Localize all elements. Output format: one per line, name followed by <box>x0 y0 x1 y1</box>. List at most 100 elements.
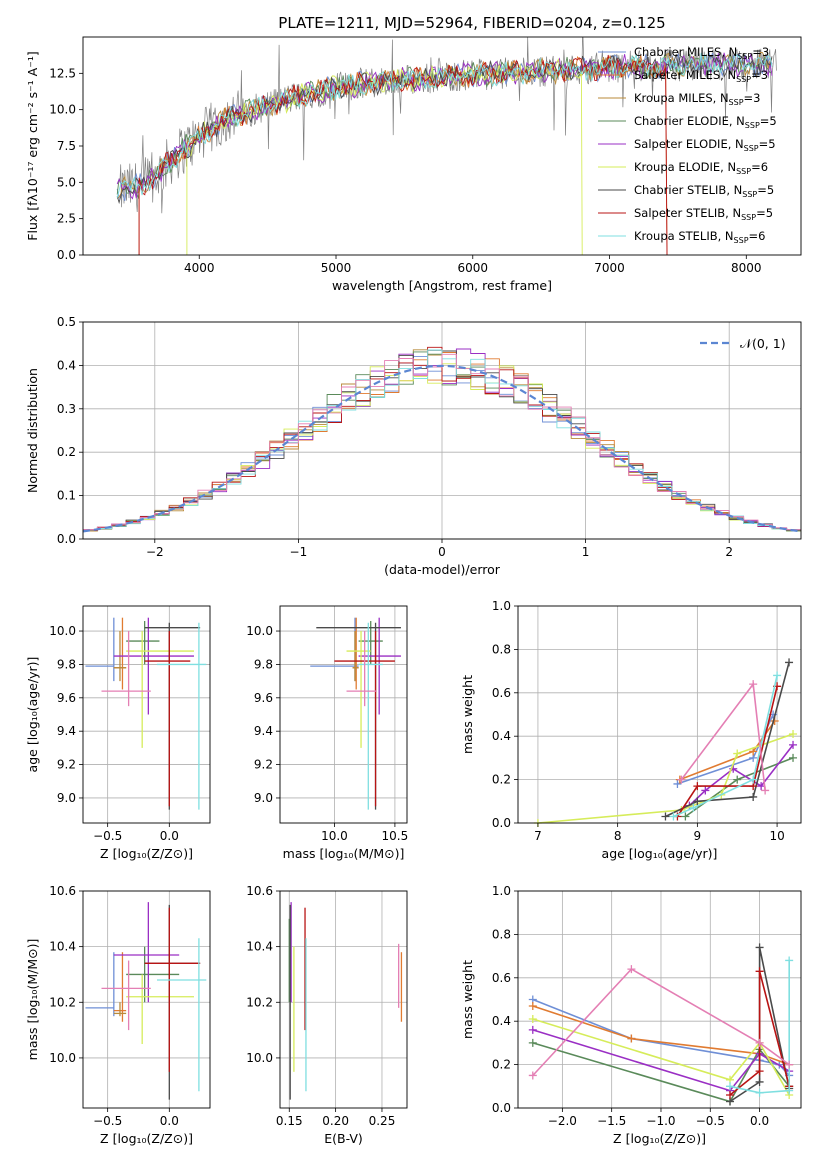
y-tick-label: 5.0 <box>57 175 76 189</box>
y-tick-label: 10.4 <box>49 940 76 954</box>
x-tick-label: 2 <box>725 545 733 559</box>
mass-weight-marker <box>689 803 698 812</box>
gaussian-curve <box>82 364 802 533</box>
mass-weight-marker <box>755 967 764 976</box>
mass-weight-marker <box>669 812 678 821</box>
y-tick-label: 2.5 <box>57 212 76 226</box>
mass-weight-marker <box>755 943 764 952</box>
x-axis-label: Z [log₁₀(Z/Z⊙)] <box>613 1131 706 1146</box>
mass-weight-line-kroupa-elodie <box>532 1018 790 1096</box>
x-tick-label: −2 <box>146 545 164 559</box>
y-tick-label: 10.6 <box>49 884 76 898</box>
x-tick-label: 10 <box>769 829 784 843</box>
y-tick-label: 10.0 <box>49 624 76 638</box>
x-tick-label: 7 <box>534 829 542 843</box>
x-tick-label: 4000 <box>184 261 215 275</box>
model-chabrier-stelib-line <box>116 52 773 205</box>
mass-weight-vs-age-panel: 7 8 9 10 0.0 0.2 0.4 0.6 0.8 1.0 age [log₁₀(age/yr… <box>460 599 802 861</box>
legend-label-gaussian: 𝒩(0, 1) <box>740 336 786 351</box>
x-axis-label: Z [log₁₀(Z/Z⊙)] <box>100 1131 193 1146</box>
y-tick-label: 9.4 <box>57 724 76 738</box>
x-tick-label: 6000 <box>457 261 488 275</box>
x-axis-label: age [log₁₀(age/yr)] <box>602 846 718 861</box>
mass-weight-marker <box>733 749 742 758</box>
mass-weight-marker <box>755 1038 764 1047</box>
x-tick-label: 0.0 <box>160 1114 179 1128</box>
x-tick-label: 1 <box>582 545 590 559</box>
mass-weight-marker <box>785 956 794 965</box>
y-tick-label: 9.6 <box>254 691 273 705</box>
mass-weight-marker <box>733 775 742 784</box>
y-axis-label: Normed distribution <box>25 368 40 493</box>
mass-vs-ebv-panel: 0.15 0.20 0.25 10.0 10.2 10.4 10.6 E(B-V) <box>246 884 408 1146</box>
axes-frame <box>517 890 802 1109</box>
x-tick-label: −1 <box>290 545 308 559</box>
mass-weight-marker <box>789 753 798 762</box>
y-tick-label: 0.0 <box>57 532 76 546</box>
x-tick-label: 0.0 <box>160 829 179 843</box>
mass-weight-vs-metallicity-panel: −2.0 −1.5 −1.0 −0.5 0.0 0.0 0.2 0.4 0.6 0.8 1.0 Z [… <box>460 884 802 1146</box>
y-tick-label: 10.2 <box>49 995 76 1009</box>
mass-weight-line-kroupa-stelib <box>673 675 778 818</box>
x-tick-label: 8 <box>614 829 622 843</box>
mass-vs-metallicity-panel: −0.5 0.0 10.0 10.2 10.4 10.6 Z [log₁₀(Z/Z⊙)] ma… <box>25 884 211 1146</box>
chart-title: PLATE=1211, MJD=52964, FIBERID=0204, z=0… <box>278 14 665 32</box>
mass-weight-marker <box>749 680 758 689</box>
x-axis-label: mass [log₁₀(M/M⊙)] <box>283 846 405 861</box>
mass-weight-marker <box>528 1071 537 1080</box>
axes-frame <box>82 605 211 824</box>
mass-weight-marker <box>755 1067 764 1076</box>
mass-weight-marker <box>693 797 702 806</box>
legend-label: Salpeter STELIB, NSSP=5 <box>634 206 773 222</box>
mass-weight-marker <box>785 1060 794 1069</box>
y-tick-label: 7.5 <box>57 139 76 153</box>
y-tick-label: 10.0 <box>246 1051 273 1065</box>
mass-weight-marker <box>677 775 686 784</box>
y-axis-label: age [log₁₀(age/yr)] <box>25 657 40 773</box>
y-tick-label: 10.4 <box>246 940 273 954</box>
y-tick-label: 10.2 <box>246 995 273 1009</box>
mass-weight-line-pink <box>532 968 790 1077</box>
mass-weight-marker <box>726 1082 735 1091</box>
x-tick-label: 8000 <box>731 261 762 275</box>
x-tick-label: 0.20 <box>322 1114 349 1128</box>
axes-frame <box>517 605 802 824</box>
y-tick-label: 0.1 <box>57 489 76 503</box>
y-tick-label: 1.0 <box>492 884 511 898</box>
legend-label: Chabrier ELODIE, NSSP=5 <box>634 114 777 130</box>
mass-weight-line-salpeter-stelib <box>676 686 778 817</box>
mass-weight-marker <box>661 812 670 821</box>
mass-weight-marker <box>693 782 702 791</box>
x-tick-label: 10.5 <box>382 829 409 843</box>
x-axis-label: Z [log₁₀(Z/Z⊙)] <box>100 846 193 861</box>
y-tick-label: 0.8 <box>492 642 511 656</box>
age-vs-mass-panel: 10.0 10.5 9.0 9.2 9.4 9.6 9.8 10.0 mass [log₁₀(M… <box>246 605 409 861</box>
residuals-panel: −2 −1 0 1 2 0.0 0.1 0.2 0.3 0.4 0.5 (data-model)/er… <box>25 315 802 577</box>
x-tick-label: −0.5 <box>696 1114 725 1128</box>
y-tick-label: 0.0 <box>492 816 511 830</box>
y-tick-label: 0.8 <box>492 927 511 941</box>
model-salpeter-stelib-line <box>138 54 668 255</box>
x-axis-label: E(B-V) <box>324 1131 363 1146</box>
model-kroupa-elodie-line <box>186 58 583 255</box>
mass-weight-marker <box>773 671 782 680</box>
y-tick-label: 0.5 <box>57 315 76 329</box>
mass-weight-marker <box>789 740 798 749</box>
y-tick-label: 0.2 <box>492 1058 511 1072</box>
mass-weight-line-kroupa-stelib <box>729 960 790 1094</box>
mass-weight-line-chabrier-stelib <box>665 662 790 818</box>
x-tick-label: 9 <box>694 829 702 843</box>
model-kroupa-stelib-line <box>116 52 773 198</box>
x-axis-label: (data-model)/error <box>384 562 501 577</box>
y-axis-label: mass weight <box>460 960 475 1039</box>
y-tick-label: 0.2 <box>57 445 76 459</box>
mass-weight-marker <box>528 1038 537 1047</box>
mass-weight-marker <box>726 1090 735 1099</box>
x-tick-label: 5000 <box>321 261 352 275</box>
mass-weight-marker <box>755 1077 764 1086</box>
age-vs-metallicity-panel: −0.5 0.0 9.0 9.2 9.4 9.6 9.8 10.0 Z [log₁₀(Z/Z⊙)… <box>25 605 211 861</box>
mass-weight-marker <box>749 775 758 784</box>
mass-weight-marker <box>789 730 798 739</box>
legend-label: Salpeter ELODIE, NSSP=5 <box>634 137 776 153</box>
